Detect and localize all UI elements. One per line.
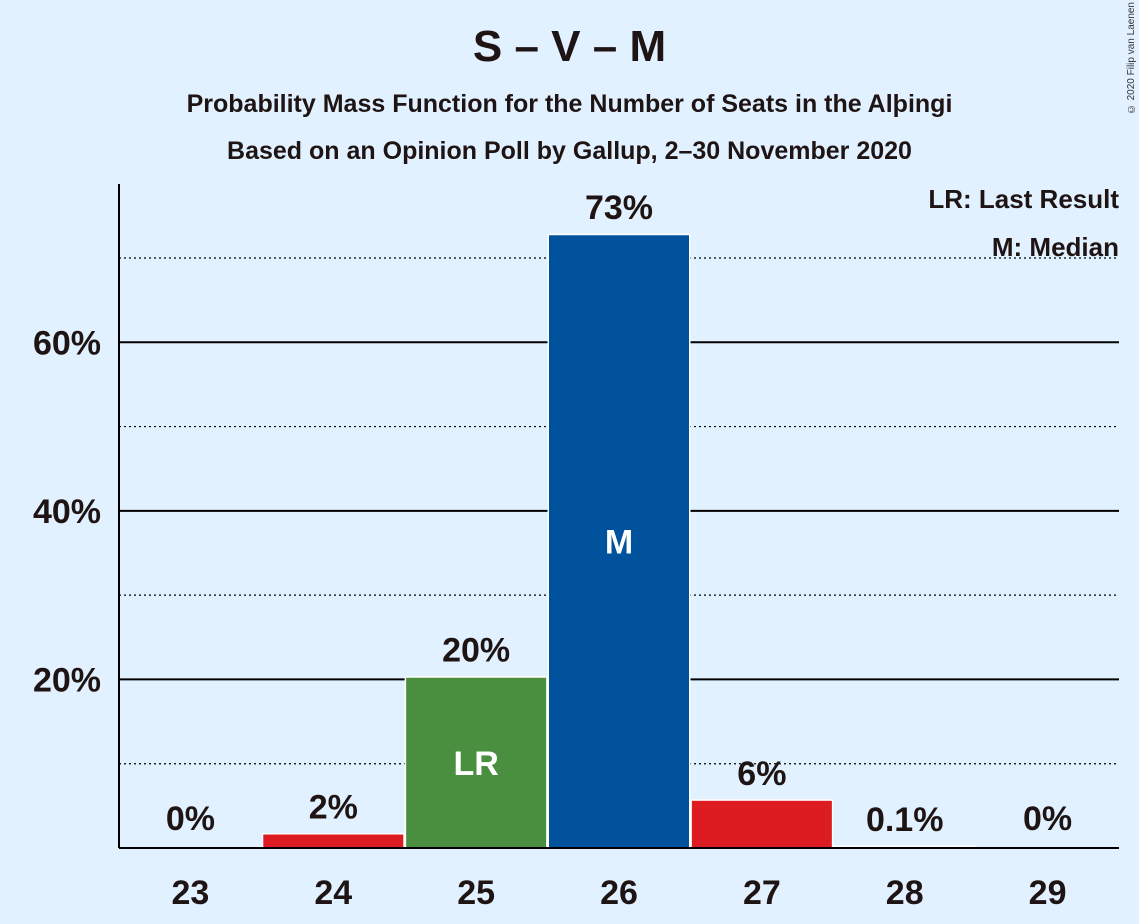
- bar-value-label: 20%: [442, 632, 510, 670]
- y-tick-label: 40%: [33, 493, 101, 531]
- x-tick-label: 24: [314, 874, 352, 912]
- chart-title: S – V – M: [472, 22, 667, 71]
- x-tick-label: 29: [1029, 874, 1067, 912]
- bar-inner-label: M: [605, 524, 633, 562]
- x-tick-label: 28: [886, 874, 924, 912]
- bar-value-label: 0%: [1023, 800, 1072, 838]
- bar-value-label: 6%: [737, 755, 786, 793]
- x-tick-label: 27: [743, 874, 781, 912]
- bar-outline: [833, 845, 977, 848]
- bar-inner-label: LR: [453, 745, 498, 783]
- bar-value-label: 73%: [585, 189, 653, 227]
- bar-26: [549, 235, 689, 848]
- legend-median: M: Median: [991, 232, 1119, 262]
- bar-25: [406, 677, 547, 848]
- chart-subtitle-poll: Based on an Opinion Poll by Gallup, 2–30…: [227, 137, 912, 165]
- bar-27: [691, 800, 832, 848]
- chart-subtitle: Probability Mass Function for the Number…: [186, 90, 953, 118]
- bar-24: [263, 834, 404, 848]
- bar-value-label: 2%: [309, 789, 358, 827]
- y-tick-label: 20%: [33, 661, 101, 699]
- bar-value-label: 0%: [166, 800, 215, 838]
- legend-last-result: LR: Last Result: [928, 184, 1119, 214]
- bar-value-label: 0.1%: [866, 801, 944, 839]
- x-tick-label: 25: [457, 874, 495, 912]
- x-tick-label: 26: [600, 874, 638, 912]
- x-tick-label: 23: [172, 874, 210, 912]
- y-tick-label: 60%: [33, 324, 101, 362]
